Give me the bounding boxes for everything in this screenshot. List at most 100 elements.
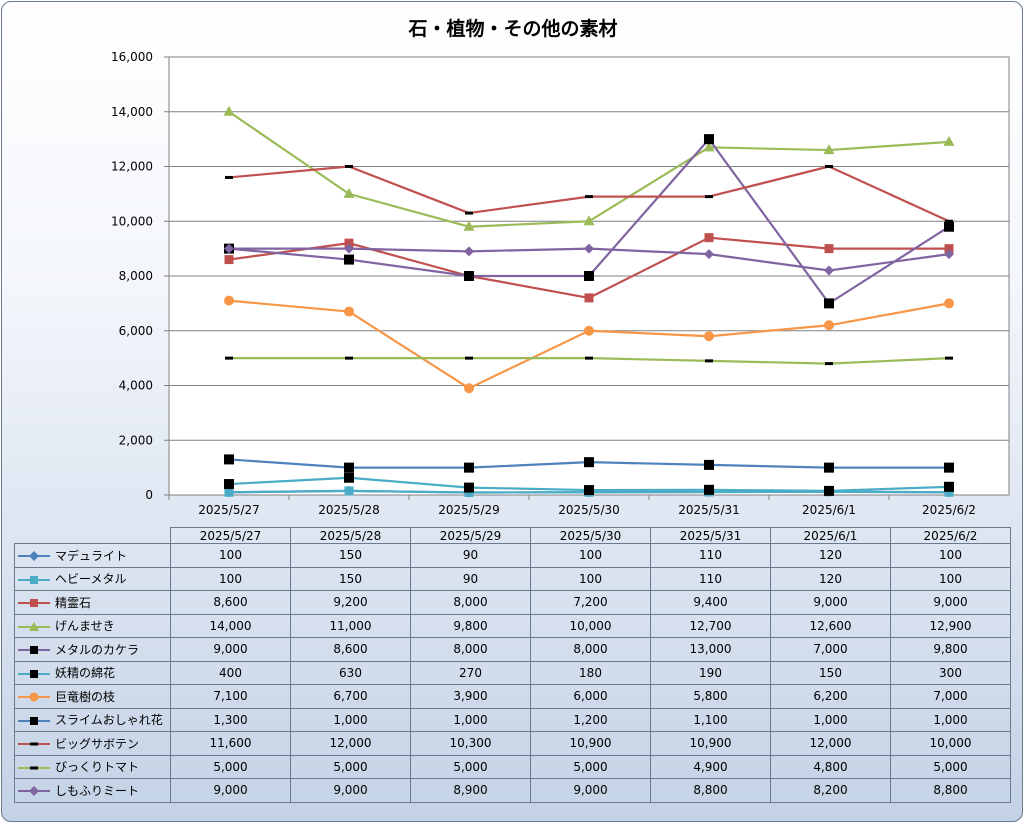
data-point <box>344 243 354 254</box>
series-label-cell: 妖精の綿花 <box>14 660 171 685</box>
table-cell: 11,600 <box>170 731 291 756</box>
line-chart: 0 2,000 4,000 6,000 8,000 10,000 12,000 14,000 1… <box>111 50 1010 517</box>
table-row: 精霊石 8,600 9,200 8,000 7,200 9,400 9,000 9,000 <box>14 590 1011 615</box>
table-column-header: 2025/6/2 <box>890 527 1011 544</box>
data-point <box>464 271 474 281</box>
series-label-cell: しもふりミート <box>14 778 171 803</box>
series-label-cell: 巨竜樹の枝 <box>14 684 171 709</box>
data-point <box>464 383 474 394</box>
data-point <box>944 249 954 260</box>
data-point <box>344 486 354 496</box>
table-cell: 9,800 <box>410 613 531 638</box>
table-cell: 7,100 <box>170 684 291 709</box>
table-cell: 120 <box>770 543 891 568</box>
data-point <box>584 485 594 496</box>
table-column-header: 2025/5/27 <box>170 527 291 544</box>
data-point <box>223 105 235 116</box>
legend-key <box>18 742 50 746</box>
legend-key <box>18 716 50 725</box>
table-cell: 270 <box>410 660 531 685</box>
table-column-header: 2025/5/30 <box>530 527 651 544</box>
table-row: 巨竜樹の枝 7,100 6,700 3,900 6,000 5,800 6,200 7,000 <box>14 684 1011 709</box>
y-tick-label: 12,000 <box>111 160 153 174</box>
table-cell: 8,600 <box>170 590 291 615</box>
table-cell: 8,000 <box>410 590 531 615</box>
series-name: 巨竜樹の枝 <box>55 689 116 704</box>
table-cell: 6,200 <box>770 684 891 709</box>
table-cell: 13,000 <box>650 637 771 662</box>
table-cell: 9,800 <box>890 637 1011 662</box>
table-cell: 9,000 <box>170 778 291 803</box>
table-cell: 5,000 <box>890 754 1011 779</box>
table-cell: 8,600 <box>290 637 411 662</box>
data-point <box>584 271 594 281</box>
table-row: ビッグサボテン 11,600 12,000 10,300 10,900 10,900 12,… <box>14 731 1011 756</box>
data-table: 2025/5/27 2025/5/28 2025/5/29 2025/5/30 2025… <box>14 527 1011 803</box>
table-cell: 100 <box>170 543 291 568</box>
data-point <box>345 356 353 360</box>
table-cell: 3,900 <box>410 684 531 709</box>
table-cell: 7,000 <box>770 637 891 662</box>
table-cell: 9,000 <box>290 778 411 803</box>
x-tick-label: 2025/5/29 <box>438 503 500 517</box>
legend-key <box>18 599 50 608</box>
table-column-header: 2025/5/31 <box>650 527 771 544</box>
table-cell: 10,000 <box>530 613 651 638</box>
table-cell: 5,000 <box>410 754 531 779</box>
table-cell: 1,000 <box>290 707 411 732</box>
data-point <box>583 215 595 226</box>
table-cell: 110 <box>650 543 771 568</box>
data-point <box>824 485 834 496</box>
data-point <box>344 306 354 317</box>
table-cell: 5,800 <box>650 684 771 709</box>
data-point <box>704 459 714 470</box>
table-cell: 11,000 <box>290 613 411 638</box>
table-cell: 630 <box>290 660 411 685</box>
data-point <box>705 195 713 199</box>
table-cell: 5,000 <box>530 754 651 779</box>
table-row: マデュライト 100 150 90 100 110 120 100 <box>14 543 1011 568</box>
table-cell: 4,800 <box>770 754 891 779</box>
table-cell: 6,700 <box>290 684 411 709</box>
table-cell: 150 <box>290 543 411 568</box>
chart-title: 石・植物・その他の素材 <box>408 18 618 40</box>
series-name: しもふりミート <box>55 783 140 798</box>
x-tick-label: 2025/5/30 <box>558 503 620 517</box>
series-name: スライムおしゃれ花 <box>55 713 163 728</box>
table-cell: 1,300 <box>170 707 291 732</box>
table-cell: 5,000 <box>290 754 411 779</box>
series-label-cell: スライムおしゃれ花 <box>14 707 171 732</box>
x-tick-label: 2025/5/27 <box>198 503 260 517</box>
data-table-header: 2025/5/27 2025/5/28 2025/5/29 2025/5/30 2025… <box>14 527 1011 544</box>
table-cell: 100 <box>890 566 1011 591</box>
data-point <box>224 487 234 497</box>
x-tick-label: 2025/6/1 <box>802 503 856 517</box>
series-name: 精霊石 <box>55 595 92 610</box>
table-cell: 8,200 <box>770 778 891 803</box>
data-point <box>465 211 473 215</box>
series-label-cell: びっくりトマト <box>14 754 171 779</box>
data-point <box>823 144 835 155</box>
data-point <box>825 362 833 366</box>
data-point <box>585 356 593 360</box>
table-corner <box>14 527 171 544</box>
y-tick-label: 0 <box>145 488 153 502</box>
table-cell: 300 <box>890 660 1011 685</box>
y-tick-label: 14,000 <box>111 105 153 119</box>
y-tick-label: 2,000 <box>119 433 153 447</box>
y-tick-label: 4,000 <box>119 379 153 393</box>
table-cell: 9,000 <box>530 778 651 803</box>
table-cell: 4,900 <box>650 754 771 779</box>
data-point <box>224 295 234 306</box>
data-point <box>703 141 715 152</box>
series-name: びっくりトマト <box>55 760 140 775</box>
table-cell: 10,900 <box>650 731 771 756</box>
data-point <box>585 195 593 199</box>
data-point <box>944 298 954 309</box>
table-cell: 1,000 <box>410 707 531 732</box>
table-cell: 5,000 <box>170 754 291 779</box>
table-cell: 9,200 <box>290 590 411 615</box>
data-point <box>224 243 234 254</box>
legend-key <box>18 575 50 584</box>
data-point <box>464 246 474 257</box>
